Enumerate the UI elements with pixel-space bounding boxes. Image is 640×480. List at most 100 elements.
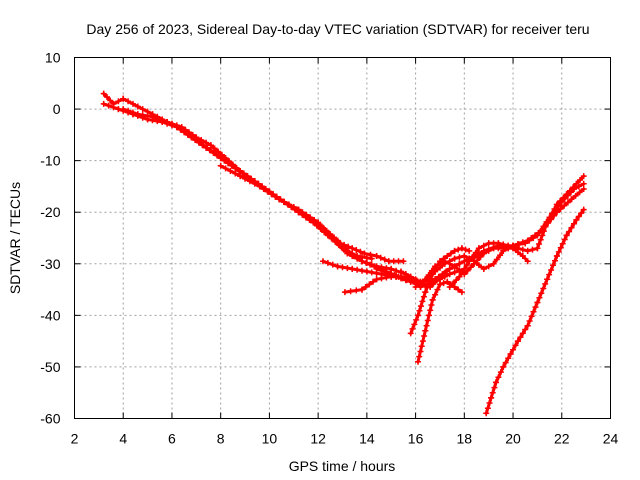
data-point-marker (341, 289, 348, 296)
data-point-marker (449, 280, 456, 287)
data-point-marker (222, 165, 229, 172)
data-point-marker (444, 278, 451, 285)
data-point-marker (440, 280, 447, 287)
y-tick-label: 0 (53, 101, 61, 117)
data-point-marker (227, 168, 234, 174)
data-point-marker (444, 253, 451, 259)
data-point-marker (393, 272, 400, 279)
data-point-marker (353, 287, 360, 294)
data-point-marker (193, 134, 200, 141)
data-point-marker (424, 317, 431, 324)
data-point-marker (529, 246, 536, 253)
data-point-marker (437, 273, 443, 280)
data-point-marker (383, 274, 390, 281)
data-point-marker (139, 112, 146, 119)
data-point-marker (424, 284, 431, 291)
data-point-marker (363, 268, 370, 275)
data-point-marker (550, 262, 556, 269)
data-point-marker (334, 263, 341, 270)
data-point-marker (462, 246, 469, 253)
data-point-marker (522, 240, 529, 247)
chart-title: Day 256 of 2023, Sidereal Day-to-day VTE… (86, 21, 589, 37)
data-point-marker (575, 213, 582, 220)
data-point-marker (524, 322, 531, 329)
data-point-marker (432, 266, 439, 273)
data-point-marker (125, 107, 132, 114)
data-point-marker (557, 244, 564, 251)
data-point-marker (427, 307, 434, 314)
data-point-marker (398, 268, 404, 275)
data-point-marker (276, 196, 283, 203)
data-point-marker (540, 285, 547, 292)
data-point-marker (553, 201, 560, 208)
data-point-marker (512, 342, 519, 349)
data-point-marker (417, 348, 424, 355)
data-point-marker (514, 338, 521, 345)
data-point-marker (548, 267, 555, 273)
data-point-marker (500, 363, 507, 370)
y-tick-label: -40 (40, 307, 60, 323)
x-tick-label: 6 (168, 431, 176, 447)
data-point-marker (532, 304, 539, 311)
data-point-marker (210, 149, 217, 156)
x-tick-label: 10 (262, 431, 278, 447)
data-point-marker (463, 262, 470, 269)
data-point-marker (154, 115, 161, 122)
data-point-marker (434, 286, 441, 293)
y-tick-label: -10 (40, 153, 60, 169)
data-point-marker (303, 211, 310, 218)
data-point-marker (563, 232, 570, 239)
data-point-marker (464, 267, 471, 274)
data-point-marker (370, 278, 376, 285)
data-point-marker (407, 276, 414, 283)
data-point-marker (475, 245, 482, 252)
data-point-marker (497, 369, 504, 376)
data-point-marker (368, 269, 375, 276)
data-point-marker (326, 231, 333, 238)
data-point-marker (344, 250, 351, 257)
data-point-marker (546, 215, 553, 221)
data-point-marker (354, 266, 361, 273)
data-point-marker (383, 269, 390, 276)
data-point-marker (418, 303, 424, 310)
data-point-marker (477, 253, 484, 260)
data-point-marker (232, 170, 239, 177)
data-point-marker (105, 102, 112, 109)
data-point-marker (451, 255, 458, 262)
data-point-marker (507, 351, 514, 357)
data-point-marker (429, 296, 436, 303)
series-arc-2 (100, 100, 424, 288)
data-point-marker (203, 144, 210, 151)
data-point-marker (557, 198, 564, 204)
x-tick-label: 4 (119, 431, 127, 447)
data-point-marker (461, 265, 468, 272)
data-point-marker (349, 253, 356, 260)
data-point-marker (573, 180, 580, 187)
data-point-marker (206, 147, 213, 154)
data-point-marker (480, 242, 487, 249)
data-point-marker (402, 271, 409, 278)
data-point-marker (519, 246, 526, 253)
x-tick-label: 8 (217, 431, 225, 447)
data-point-marker (357, 248, 364, 255)
data-point-marker (347, 288, 354, 295)
data-point-marker (295, 206, 302, 213)
data-point-marker (361, 250, 368, 257)
data-point-marker (542, 280, 549, 287)
data-point-marker (272, 193, 279, 200)
data-point-marker (480, 250, 487, 257)
data-point-marker (315, 219, 322, 226)
data-point-marker (466, 258, 473, 265)
data-point-marker (134, 111, 141, 118)
data-point-marker (333, 238, 340, 245)
data-point-marker (537, 236, 544, 243)
data-point-marker (563, 191, 570, 198)
data-point-marker (451, 247, 458, 254)
data-point-marker (417, 280, 424, 287)
data-point-marker (378, 275, 385, 282)
grid-layer (74, 57, 611, 419)
data-point-marker (486, 400, 493, 406)
data-point-marker (416, 353, 423, 360)
data-point-marker (580, 180, 587, 187)
